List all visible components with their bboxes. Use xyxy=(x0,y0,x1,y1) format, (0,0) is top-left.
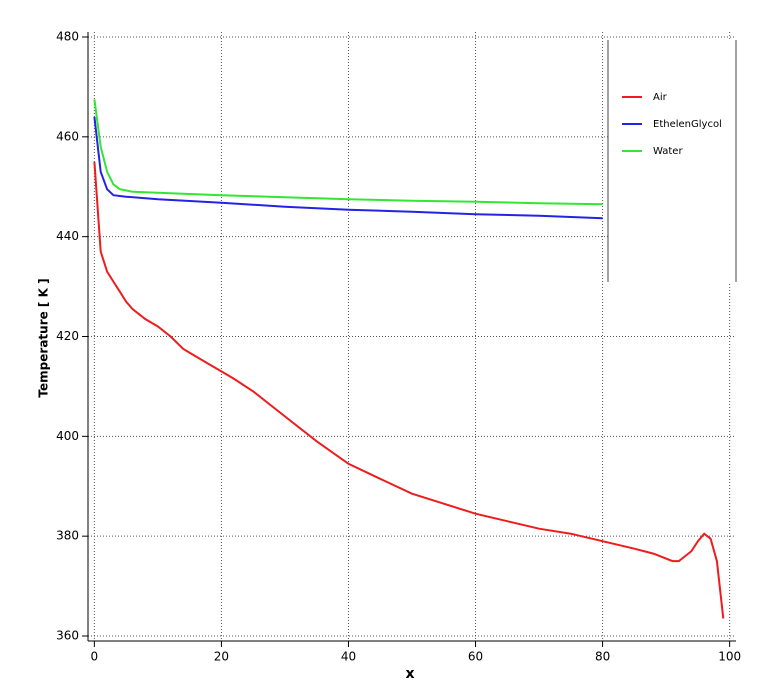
x-tick-label: 40 xyxy=(341,650,356,664)
series-line xyxy=(93,99,603,206)
y-tick-label: 420 xyxy=(56,329,79,343)
y-axis-label: Temperature [ K ] xyxy=(37,278,51,397)
y-tick-label: 400 xyxy=(56,429,79,443)
series-line xyxy=(93,116,603,220)
series-line xyxy=(93,161,725,619)
y-tick-label: 480 xyxy=(56,29,79,43)
legend-label: Air xyxy=(653,92,668,103)
y-tick-label: 460 xyxy=(56,129,79,143)
y-tick-label: 360 xyxy=(56,629,79,643)
x-tick-label: 60 xyxy=(468,650,483,664)
x-tick-label: 0 xyxy=(91,650,99,664)
y-tick-label: 440 xyxy=(56,229,79,243)
legend-box xyxy=(608,40,736,282)
x-tick-label: 80 xyxy=(595,650,610,664)
x-axis-label: x xyxy=(405,666,414,682)
x-tick-label: 100 xyxy=(718,650,741,664)
x-tick-label: 20 xyxy=(214,650,229,664)
legend-label: Water xyxy=(653,146,683,157)
legend-label: EthelenGlycol xyxy=(653,119,722,130)
y-tick-label: 380 xyxy=(56,529,79,543)
